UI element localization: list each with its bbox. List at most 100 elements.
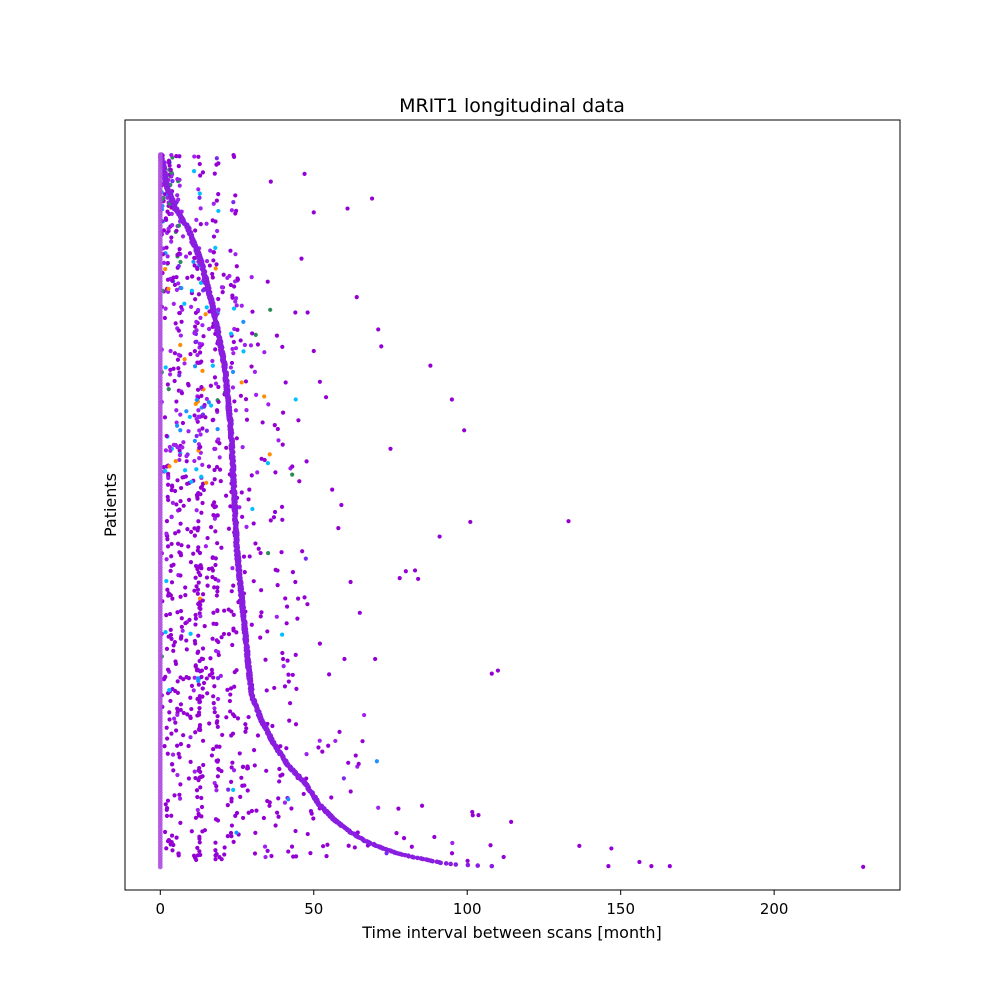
scan-point bbox=[462, 428, 467, 433]
scan-point bbox=[228, 282, 234, 288]
scan-point bbox=[191, 259, 196, 264]
scan-point bbox=[206, 566, 211, 572]
scan-point bbox=[196, 154, 201, 159]
scan-point bbox=[199, 674, 204, 680]
scan-point bbox=[234, 436, 239, 441]
scan-point bbox=[215, 228, 220, 234]
scan-point bbox=[337, 729, 342, 734]
scan-point bbox=[229, 834, 234, 839]
scan-point bbox=[317, 641, 322, 646]
scan-point bbox=[409, 844, 414, 849]
scan-point bbox=[233, 346, 239, 351]
scan-point bbox=[238, 794, 243, 800]
scan-point bbox=[189, 683, 195, 689]
scan-point bbox=[240, 444, 245, 450]
scan-point bbox=[280, 410, 286, 415]
last-scan-point bbox=[448, 861, 453, 867]
scan-point bbox=[192, 263, 197, 268]
scan-point bbox=[195, 650, 200, 655]
scan-point bbox=[246, 714, 251, 720]
scan-point bbox=[177, 448, 182, 453]
scan-point bbox=[178, 412, 183, 417]
scan-point bbox=[199, 656, 204, 661]
scan-point bbox=[210, 271, 215, 277]
scan-point bbox=[304, 459, 309, 464]
scan-point bbox=[212, 375, 218, 380]
x-tick-label: 100 bbox=[453, 900, 482, 918]
scan-point bbox=[178, 259, 183, 265]
scan-point bbox=[303, 556, 308, 561]
scan-point bbox=[300, 549, 305, 554]
scan-point bbox=[192, 638, 197, 644]
scan-point bbox=[175, 478, 180, 483]
scan-point bbox=[165, 494, 170, 500]
scan-point bbox=[193, 612, 198, 618]
scan-point bbox=[213, 853, 218, 858]
scan-point bbox=[244, 726, 249, 731]
scan-point bbox=[165, 736, 170, 741]
scan-point bbox=[213, 266, 218, 271]
scan-point bbox=[186, 383, 191, 388]
scan-point bbox=[244, 524, 249, 530]
scan-point bbox=[214, 408, 220, 413]
scan-point bbox=[179, 391, 185, 396]
scan-point bbox=[197, 161, 202, 167]
scan-point bbox=[161, 228, 167, 233]
scan-point bbox=[295, 596, 301, 601]
scan-point bbox=[195, 696, 200, 702]
scan-point bbox=[220, 290, 225, 295]
scan-point bbox=[208, 656, 213, 661]
scan-point bbox=[214, 464, 220, 470]
scan-point bbox=[373, 656, 378, 662]
scan-point bbox=[213, 446, 218, 452]
scan-point bbox=[198, 432, 203, 437]
scan-point bbox=[509, 819, 514, 824]
scan-point bbox=[165, 382, 170, 387]
scan-point bbox=[353, 753, 358, 758]
scan-point bbox=[195, 352, 200, 358]
scan-point bbox=[200, 686, 205, 691]
scan-point bbox=[231, 200, 236, 205]
scan-point bbox=[175, 712, 180, 718]
scan-point bbox=[164, 531, 169, 536]
scan-point bbox=[226, 787, 231, 792]
scan-point bbox=[163, 306, 168, 311]
scan-point bbox=[161, 260, 167, 266]
scan-point bbox=[356, 761, 361, 766]
scan-point bbox=[252, 369, 258, 375]
scan-point bbox=[194, 397, 199, 402]
scan-point bbox=[192, 458, 197, 464]
scan-point bbox=[177, 373, 182, 378]
x-axis-ticks: 0 50 100 150 200 bbox=[156, 890, 788, 918]
scan-point bbox=[289, 806, 294, 811]
scan-point bbox=[229, 589, 234, 594]
scan-point bbox=[268, 518, 273, 523]
scan-point bbox=[217, 455, 222, 460]
scan-point bbox=[284, 746, 289, 751]
scan-point bbox=[265, 461, 271, 466]
scan-point bbox=[175, 357, 181, 362]
scan-point bbox=[325, 842, 330, 847]
scan-point bbox=[212, 706, 217, 711]
scan-point bbox=[178, 553, 184, 558]
scan-point bbox=[194, 339, 199, 344]
scan-point bbox=[176, 352, 181, 357]
scan-point bbox=[177, 792, 182, 797]
scan-point bbox=[188, 735, 193, 740]
scan-point bbox=[354, 295, 359, 300]
scan-point bbox=[231, 351, 236, 356]
scan-point bbox=[470, 809, 475, 815]
scan-point bbox=[861, 864, 866, 870]
scan-point bbox=[317, 738, 322, 743]
scan-point bbox=[197, 840, 202, 845]
scan-point bbox=[211, 694, 216, 699]
scan-point bbox=[274, 614, 279, 619]
scan-point bbox=[174, 502, 179, 507]
x-tick-label: 150 bbox=[606, 900, 635, 918]
scan-point bbox=[199, 384, 204, 390]
scan-point bbox=[192, 154, 197, 159]
scan-point bbox=[279, 504, 285, 509]
scan-point bbox=[164, 807, 169, 812]
scan-point bbox=[263, 657, 268, 662]
scan-point bbox=[199, 814, 204, 819]
